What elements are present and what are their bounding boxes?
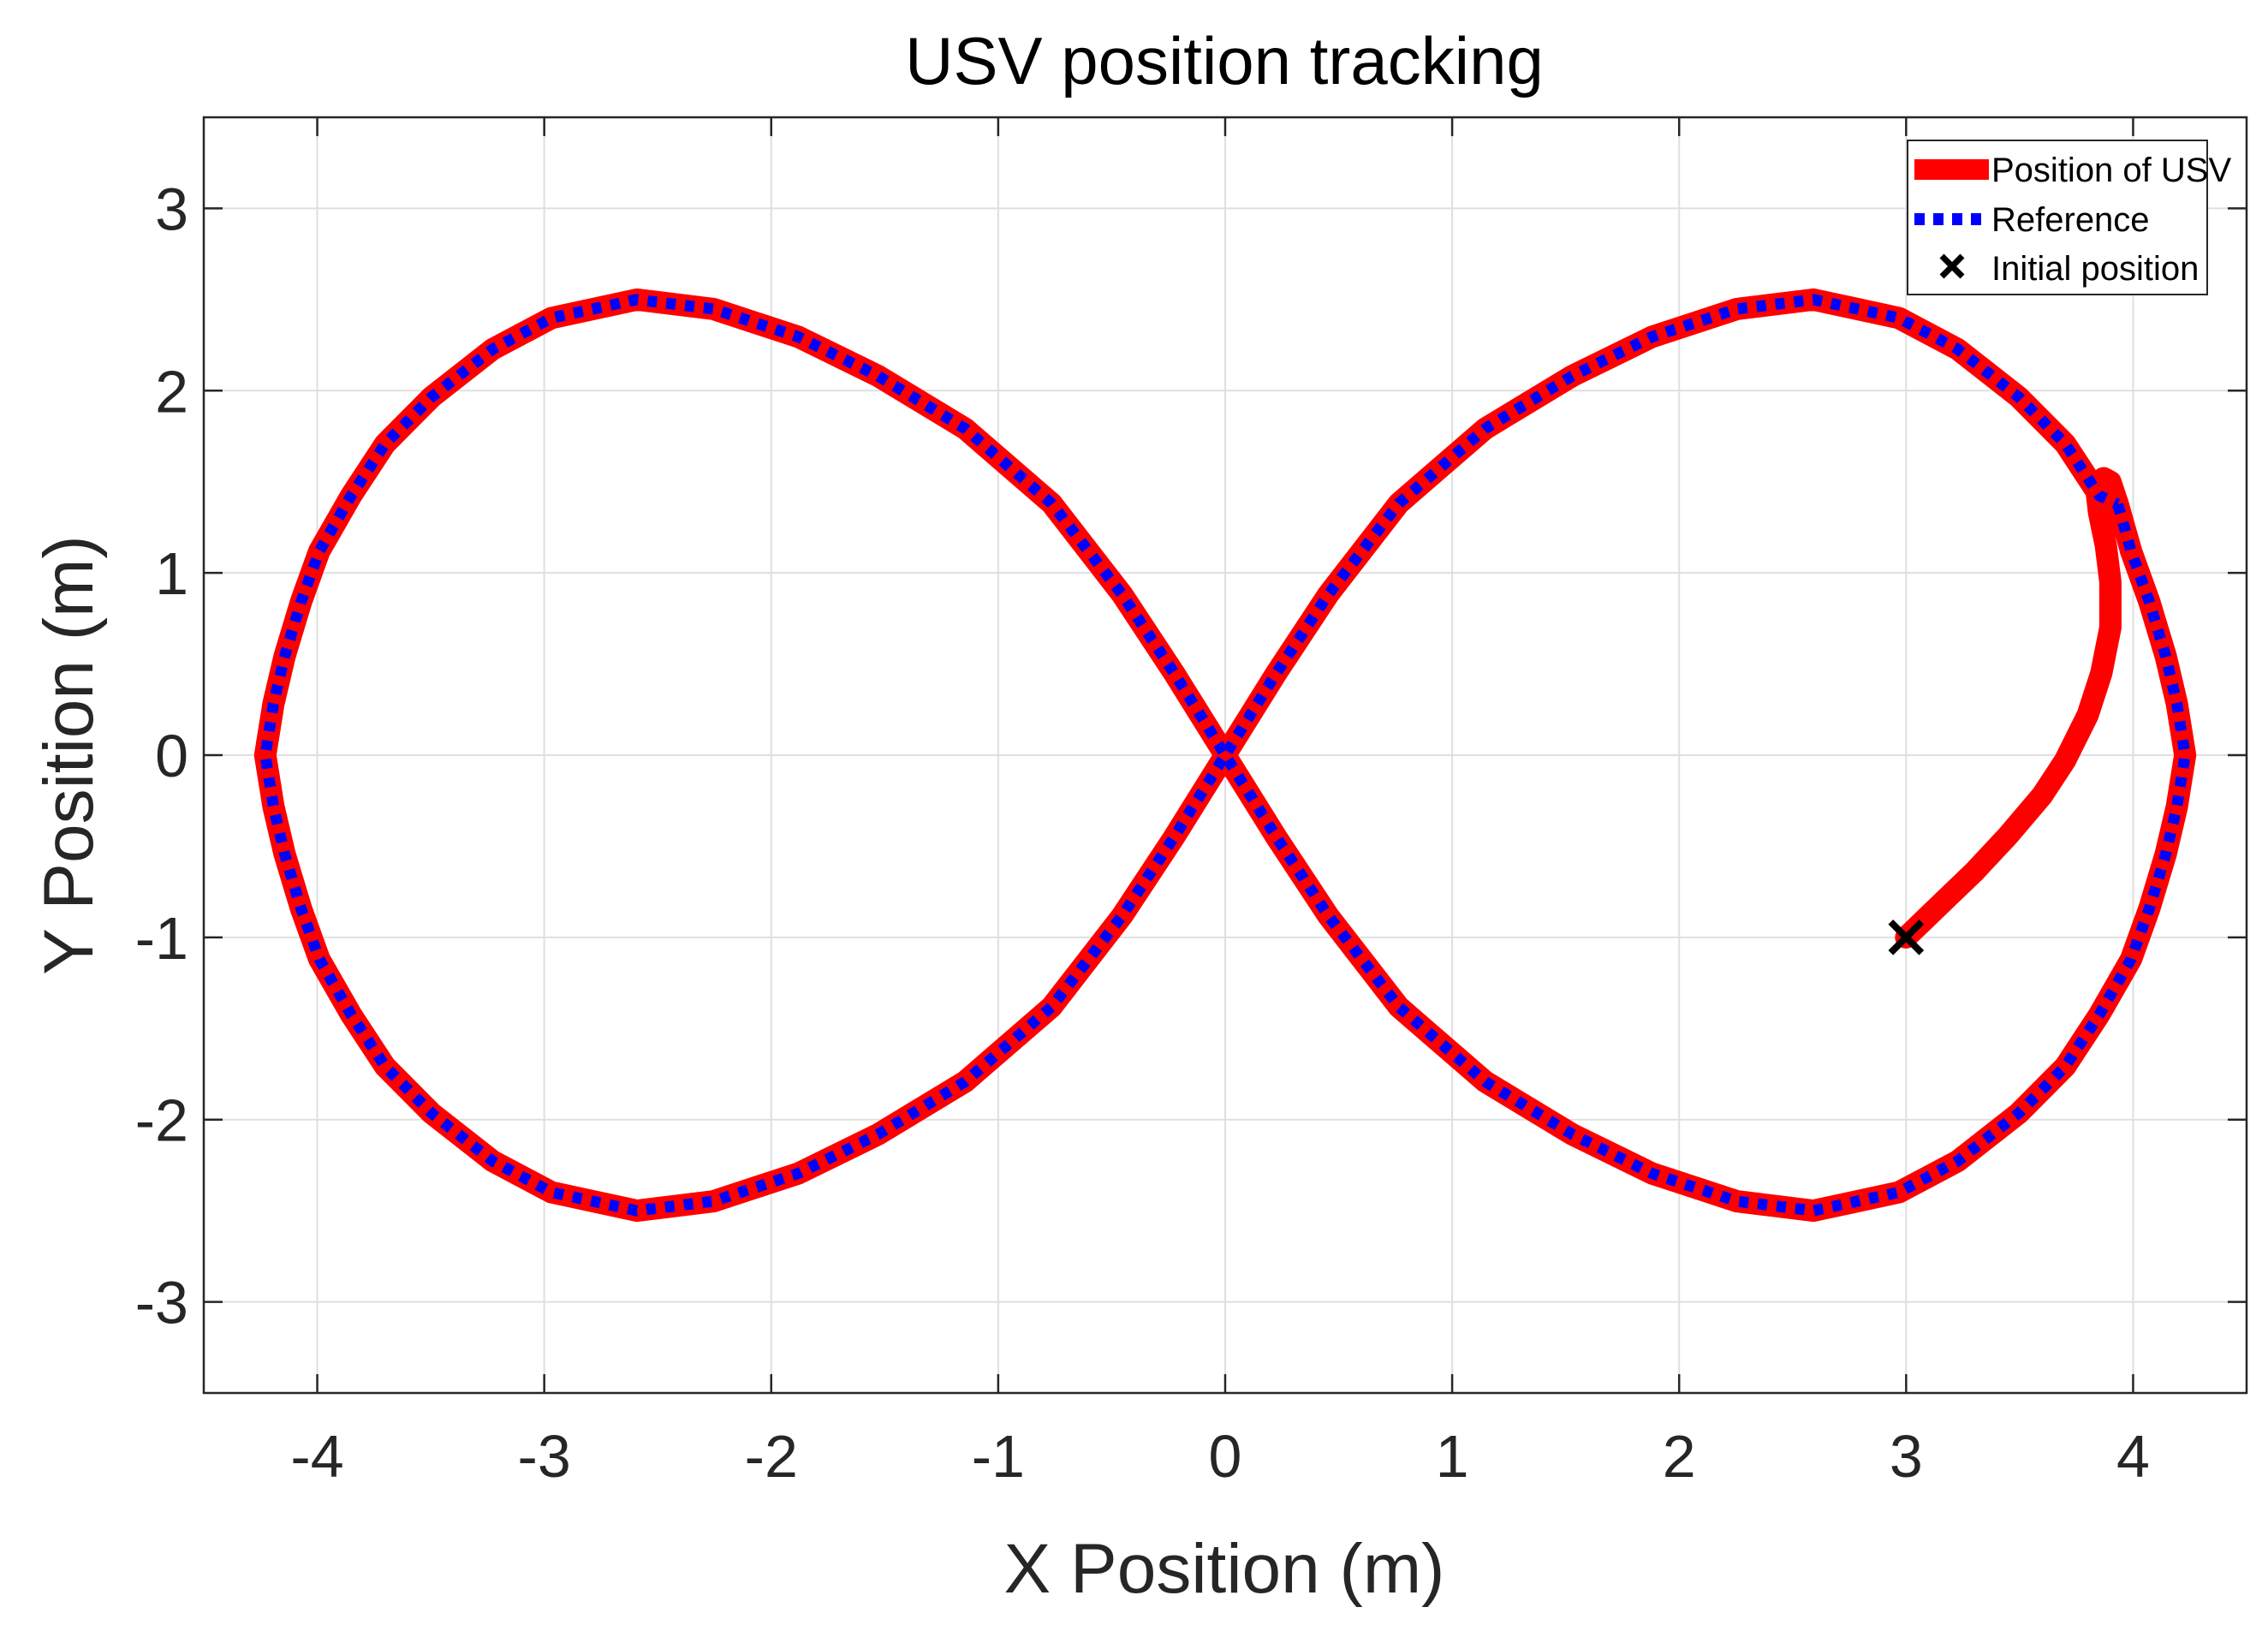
legend-swatch-initial	[1939, 253, 1965, 279]
chart-title: USV position tracking	[905, 23, 1544, 98]
x-tick-label: -4	[290, 1423, 343, 1490]
y-axis-label: Y Position (m)	[30, 535, 108, 974]
y-tick-label: 0	[155, 723, 188, 789]
x-tick-label: 3	[1890, 1423, 1923, 1490]
x-tick-label: 4	[2116, 1423, 2150, 1490]
y-axis-ticks: -3 -2 -1 0 1 2 3	[135, 176, 2247, 1336]
y-tick-label: 2	[155, 358, 188, 425]
initial-position-marker	[1888, 920, 1925, 955]
x-tick-label: 1	[1436, 1423, 1469, 1490]
initial-position-stroke	[1888, 920, 1925, 955]
legend-label-usv: Position of USV	[1991, 152, 2231, 189]
series-layer	[253, 288, 2197, 1223]
legend-label-reference: Reference	[1991, 201, 2150, 239]
series-line-reference	[259, 294, 2191, 1217]
x-axis-label: X Position (m)	[1004, 1530, 1445, 1608]
x-axis-ticks: -4 -3 -2 -1 0 1 2 3 4	[290, 117, 2150, 1490]
x-tick-label: 0	[1209, 1423, 1242, 1490]
y-tick-label: -2	[135, 1087, 188, 1154]
x-tick-label: -2	[745, 1423, 798, 1490]
marker-layer	[1888, 920, 1925, 955]
y-tick-label: 3	[155, 176, 188, 242]
y-tick-label: -1	[135, 905, 188, 972]
y-tick-label: -3	[135, 1270, 188, 1336]
y-tick-label: 1	[155, 540, 188, 607]
x-tick-label: -3	[518, 1423, 571, 1490]
legend: Position of USV Reference Initial positi…	[1907, 140, 2231, 295]
x-tick-label: -1	[972, 1423, 1025, 1490]
legend-label-initial: Initial position	[1991, 250, 2199, 288]
x-tick-label: 2	[1663, 1423, 1696, 1490]
